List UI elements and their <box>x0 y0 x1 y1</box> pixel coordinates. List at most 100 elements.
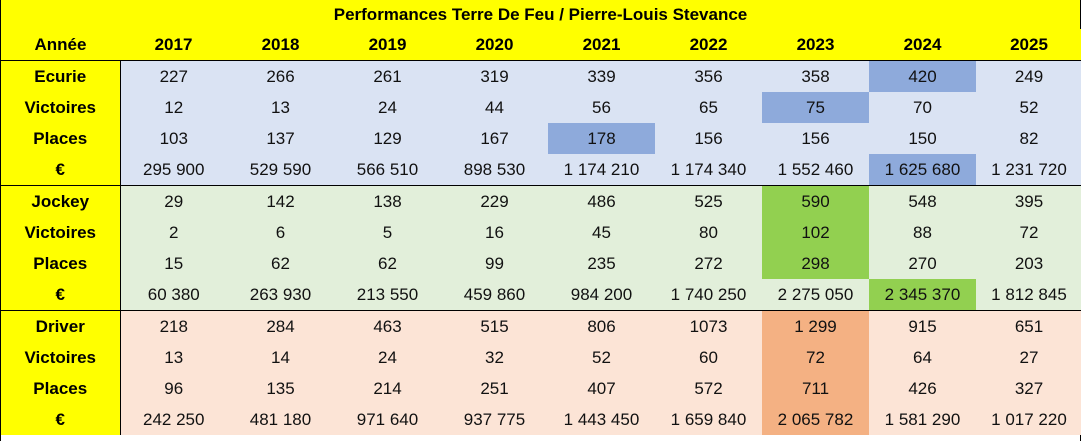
table-row: €242 250 481 180 971 640 937 775 1 443 450 1 … <box>1 404 1081 435</box>
row-label: Places <box>1 123 121 154</box>
table-cell: 295 900 <box>120 154 227 186</box>
highlighted-cell: 75 <box>762 92 869 123</box>
table-cell: 52 <box>548 342 655 373</box>
table-cell: 1073 <box>655 310 762 342</box>
table-cell: 572 <box>655 373 762 404</box>
table-cell: 529 590 <box>227 154 334 186</box>
highlighted-cell: 420 <box>869 60 976 92</box>
table-row: €60 380 263 930 213 550 459 860 984 200 1 740… <box>1 279 1081 311</box>
group-jockey: Jockey 29 142 138 229 486 525 590 548 395 Victoire… <box>1 185 1081 311</box>
table-cell: 261 <box>334 60 441 92</box>
table-cell: 266 <box>227 60 334 92</box>
table-row: Ecurie 227 266 261 319 339 356 358 420 249 <box>1 60 1081 92</box>
table-cell: 5 <box>334 217 441 248</box>
row-label: Places <box>1 373 121 404</box>
table-cell: 129 <box>334 123 441 154</box>
highlighted-cell: 72 <box>762 342 869 373</box>
highlighted-cell: 590 <box>762 185 869 217</box>
table-cell: 156 <box>655 123 762 154</box>
table-cell: 13 <box>227 92 334 123</box>
row-label: Jockey <box>1 185 121 217</box>
highlighted-cell: 178 <box>548 123 655 154</box>
year-header: 2021 <box>548 29 655 61</box>
table-cell: 407 <box>548 373 655 404</box>
table-cell: 80 <box>655 217 762 248</box>
table-cell: 356 <box>655 60 762 92</box>
table-cell: 1 659 840 <box>655 404 762 435</box>
table-cell: 459 860 <box>441 279 548 311</box>
table-cell: 1 740 250 <box>655 279 762 311</box>
table-cell: 2 275 050 <box>762 279 869 311</box>
table-cell: 214 <box>334 373 441 404</box>
table-cell: 56 <box>548 92 655 123</box>
highlighted-cell: 2 065 782 <box>762 404 869 435</box>
table-cell: 13 <box>120 342 227 373</box>
table-cell: 1 231 720 <box>976 154 1081 186</box>
row-label: Ecurie <box>1 60 121 92</box>
table-cell: 263 930 <box>227 279 334 311</box>
row-label: Driver <box>1 310 121 342</box>
table-cell: 32 <box>441 342 548 373</box>
table-cell: 135 <box>227 373 334 404</box>
performance-table: Année 2017 2018 2019 2020 2021 2022 2023… <box>1 29 1081 435</box>
table-cell: 99 <box>441 248 548 279</box>
table-row: Places 15 62 62 99 235 272 298 270 203 <box>1 248 1081 279</box>
year-header: 2019 <box>334 29 441 61</box>
table-cell: 103 <box>120 123 227 154</box>
table-cell: 566 510 <box>334 154 441 186</box>
table-row: Victoires 2 6 5 16 45 80 102 88 72 <box>1 217 1081 248</box>
table-cell: 327 <box>976 373 1081 404</box>
group-driver: Driver 218 284 463 515 806 1073 1 299 915 651 Vict… <box>1 310 1081 435</box>
table-cell: 6 <box>227 217 334 248</box>
table-row: €295 900 529 590 566 510 898 530 1 174 210 1 … <box>1 154 1081 186</box>
table-cell: 284 <box>227 310 334 342</box>
table-cell: 24 <box>334 342 441 373</box>
table-cell: 2 <box>120 217 227 248</box>
table-cell: 44 <box>441 92 548 123</box>
table-cell: 319 <box>441 60 548 92</box>
table-row: Places 103 137 129 167 178 156 156 150 82 <box>1 123 1081 154</box>
table-cell: 45 <box>548 217 655 248</box>
table-cell: 1 581 290 <box>869 404 976 435</box>
table-cell: 27 <box>976 342 1081 373</box>
table-cell: 65 <box>655 92 762 123</box>
row-label: € <box>1 279 121 311</box>
table-row: Driver 218 284 463 515 806 1073 1 299 915 651 <box>1 310 1081 342</box>
table-cell: 1 174 340 <box>655 154 762 186</box>
table-cell: 251 <box>441 373 548 404</box>
highlighted-cell: 102 <box>762 217 869 248</box>
table-row: Victoires 12 13 24 44 56 65 75 70 52 <box>1 92 1081 123</box>
year-header: 2022 <box>655 29 762 61</box>
group-ecurie: Ecurie 227 266 261 319 339 356 358 420 249 Victoir… <box>1 60 1081 186</box>
table-cell: 137 <box>227 123 334 154</box>
highlighted-cell: 2 345 370 <box>869 279 976 311</box>
table-cell: 218 <box>120 310 227 342</box>
table-cell: 270 <box>869 248 976 279</box>
table-cell: 156 <box>762 123 869 154</box>
table-cell: 426 <box>869 373 976 404</box>
table-cell: 525 <box>655 185 762 217</box>
row-label: Victoires <box>1 217 121 248</box>
table-cell: 984 200 <box>548 279 655 311</box>
header-label: Année <box>1 29 120 61</box>
year-header: 2023 <box>762 29 869 61</box>
table-cell: 52 <box>976 92 1081 123</box>
row-label: Victoires <box>1 92 121 123</box>
highlighted-cell: 1 625 680 <box>869 154 976 186</box>
table-cell: 72 <box>976 217 1081 248</box>
table-cell: 651 <box>976 310 1081 342</box>
table-cell: 24 <box>334 92 441 123</box>
sheet-title: Performances Terre De Feu / Pierre-Louis… <box>1 0 1080 29</box>
table-cell: 395 <box>976 185 1081 217</box>
table-cell: 12 <box>120 92 227 123</box>
year-header: 2020 <box>441 29 548 61</box>
table-cell: 60 380 <box>120 279 227 311</box>
table-row: Places 96 135 214 251 407 572 711 426 327 <box>1 373 1081 404</box>
highlighted-cell: 298 <box>762 248 869 279</box>
table-cell: 88 <box>869 217 976 248</box>
table-row: Victoires 13 14 24 32 52 60 72 64 27 <box>1 342 1081 373</box>
header-row: Année 2017 2018 2019 2020 2021 2022 2023… <box>1 29 1081 61</box>
table-cell: 481 180 <box>227 404 334 435</box>
table-cell: 242 250 <box>120 404 227 435</box>
